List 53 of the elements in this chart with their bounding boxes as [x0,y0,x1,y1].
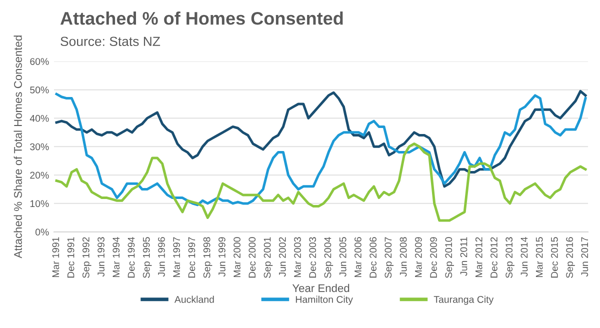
x-tick-label: Mar 2009 [414,237,422,278]
x-tick-label: Mar 1994 [112,237,120,278]
x-tick-label: Sep 1998 [203,237,212,278]
x-tick-label: Mar 2006 [354,237,362,278]
x-tick-label: Dec 2012 [490,237,498,278]
x-tick-label: Sep 2013 [506,237,514,278]
x-tick-label: Sep 2010 [445,237,454,278]
y-tick-label: 10% [30,200,49,208]
chart-subtitle: Source: Stats NZ [60,36,160,46]
x-tick-label: Jun 2002 [278,237,286,277]
y-axis-title: Attached % Share of Total Homes Consented [14,36,22,258]
x-tick-label: Sep 2007 [384,237,394,278]
x-tick-label: Dec 2000 [248,237,256,278]
x-tick-label: Jun 1996 [158,237,165,277]
chart-title: Attached % of Homes Consented [60,12,343,25]
x-axis-title: Year Ended [292,284,350,292]
x-tick-label: Mar 2003 [294,237,301,278]
y-tick-label: 0% [35,228,49,236]
x-tick-label: Jun 1993 [98,237,104,277]
x-tick-label: Jun 2014 [520,237,528,277]
x-tick-label: Dec 2003 [309,237,316,278]
line-series [55,142,587,222]
x-tick-label: Dec 1994 [128,237,135,278]
x-tick-label: Sep 1992 [82,237,92,278]
y-tick-label: 50% [30,86,49,94]
y-tick-label: 20% [30,172,49,179]
x-tick-label: Sep 1995 [142,237,152,278]
x-tick-label: Jun 1999 [218,237,226,277]
y-tick-label: 30% [30,143,49,150]
x-tick-label: Dec 2009 [430,237,437,278]
y-tick-label: 40% [30,114,49,122]
x-tick-label: Dec 2006 [370,237,377,278]
x-tick-label: Mar 2000 [234,237,240,278]
x-tick-label: Mar 2012 [475,237,482,278]
x-tick-label: Jun 2011 [460,237,468,276]
y-tick-label: 60% [30,58,49,65]
line-series [55,90,587,188]
x-tick-label: Dec 2015 [550,237,558,278]
x-tick-label: Jun 2017 [581,237,588,277]
x-tick-label: Mar 2015 [536,237,543,278]
legend-label: Auckland [174,296,214,303]
line-series [55,92,587,206]
x-tick-label: Sep 2001 [264,237,273,278]
x-tick-label: Jun 2008 [400,237,407,277]
x-tick-label: Mar 1991 [52,237,60,278]
x-tick-label: Sep 2016 [566,237,575,278]
x-tick-label: Sep 2004 [324,237,334,278]
legend-label: Tauranga City [434,296,494,305]
x-tick-label: Jun 2005 [339,237,346,277]
x-tick-label: Mar 1997 [173,237,180,278]
legend-label: Hamilton City [296,296,353,305]
x-tick-label: Dec 1991 [67,237,74,278]
x-tick-label: Dec 1997 [188,237,196,278]
